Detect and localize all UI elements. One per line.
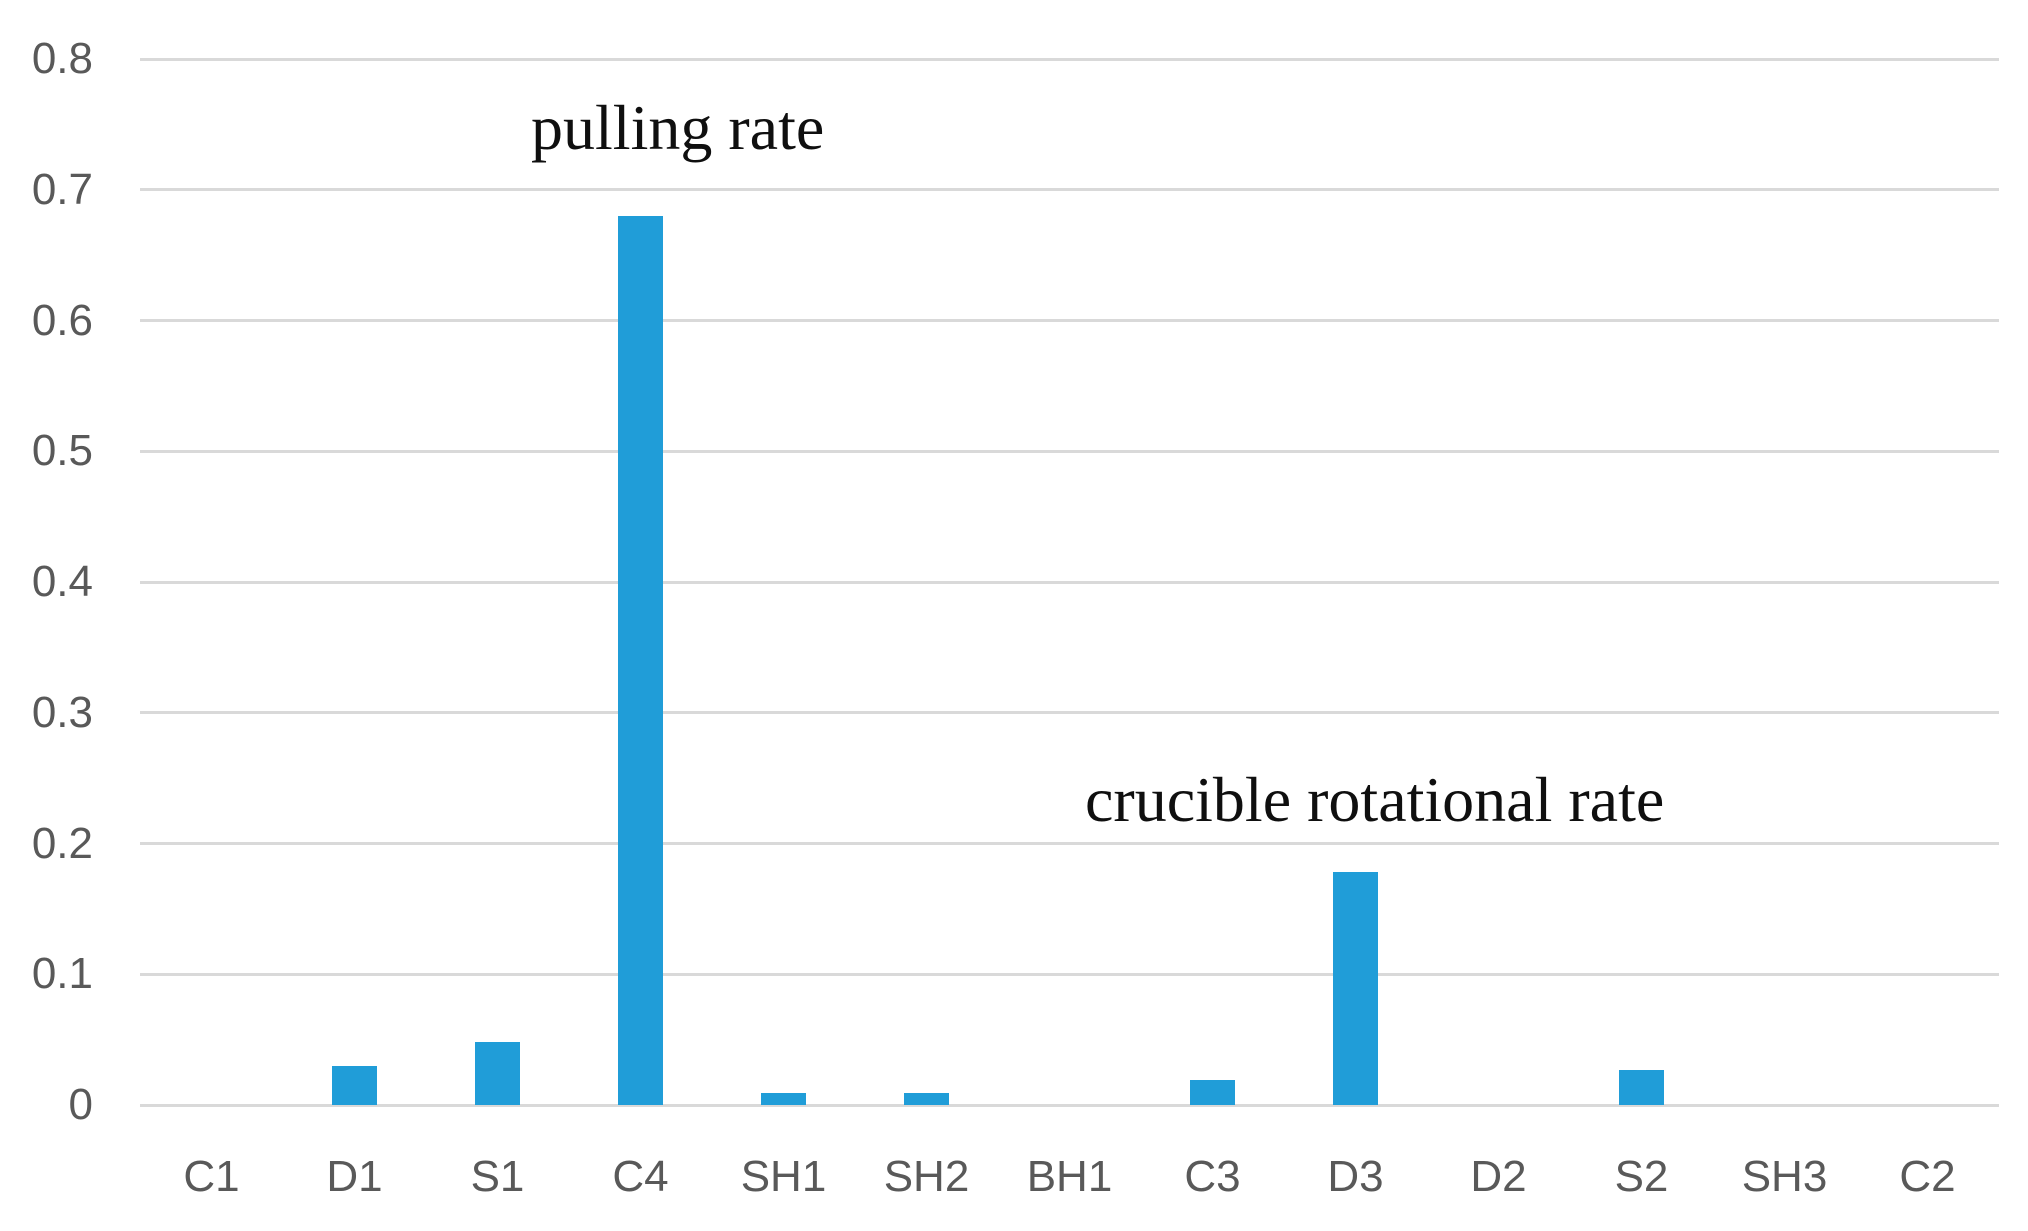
gridline-y-0.6: [140, 319, 1999, 322]
bar-C3: [1190, 1080, 1235, 1105]
x-tick-label-C4: C4: [612, 1152, 669, 1201]
x-tick-label-D1: D1: [326, 1152, 383, 1201]
y-tick-label: 0.5: [31, 426, 93, 476]
gridline-y-0.5: [140, 449, 1999, 453]
x-tick-label-BH1: BH1: [1026, 1152, 1113, 1201]
bar-C4: [618, 215, 663, 1105]
y-tick-label: 0.8: [31, 34, 93, 83]
x-tick-label-S1: S1: [470, 1152, 525, 1201]
y-tick-label: 0: [68, 1080, 93, 1129]
gridline-y-0.2: [140, 842, 1999, 845]
annotation-crucible-rotational-rate: crucible rotational rate: [1085, 764, 1665, 835]
x-tick-label-D2: D2: [1470, 1152, 1527, 1201]
y-tick-label: 0.4: [31, 557, 93, 606]
bar-S2: [1619, 1069, 1664, 1105]
y-tick-label: 0.3: [31, 687, 93, 737]
y-tick-label: 0.1: [31, 949, 93, 999]
x-tick-label-SH2: SH2: [883, 1152, 970, 1201]
y-tick-label: 0.7: [31, 164, 93, 214]
gridline-y-0.1: [140, 972, 1999, 976]
x-tick-label-D3: D3: [1327, 1152, 1384, 1201]
y-tick-label: 0.6: [31, 295, 93, 345]
y-tick-label: 0.2: [31, 818, 93, 868]
x-tick-label-S2: S2: [1614, 1152, 1669, 1201]
bar-SH2: [904, 1093, 949, 1105]
bar-D1: [332, 1065, 377, 1105]
gridline-y-0.4: [140, 580, 1999, 584]
gridline-y-0: [140, 1103, 1999, 1107]
x-tick-label-C2: C2: [1899, 1152, 1956, 1201]
x-tick-label-SH3: SH3: [1741, 1152, 1828, 1201]
gridline-y-0.8: [140, 57, 1999, 61]
x-tick-label-SH1: SH1: [740, 1152, 827, 1201]
bar-D3: [1333, 872, 1378, 1105]
x-tick-label-C1: C1: [183, 1152, 240, 1201]
gridline-y-0.7: [140, 188, 1999, 192]
bar-SH1: [761, 1093, 806, 1105]
x-tick-label-C3: C3: [1184, 1152, 1241, 1201]
annotation-pulling-rate: pulling rate: [531, 92, 825, 163]
gridline-y-0.3: [140, 711, 1999, 715]
bar-S1: [475, 1042, 520, 1105]
